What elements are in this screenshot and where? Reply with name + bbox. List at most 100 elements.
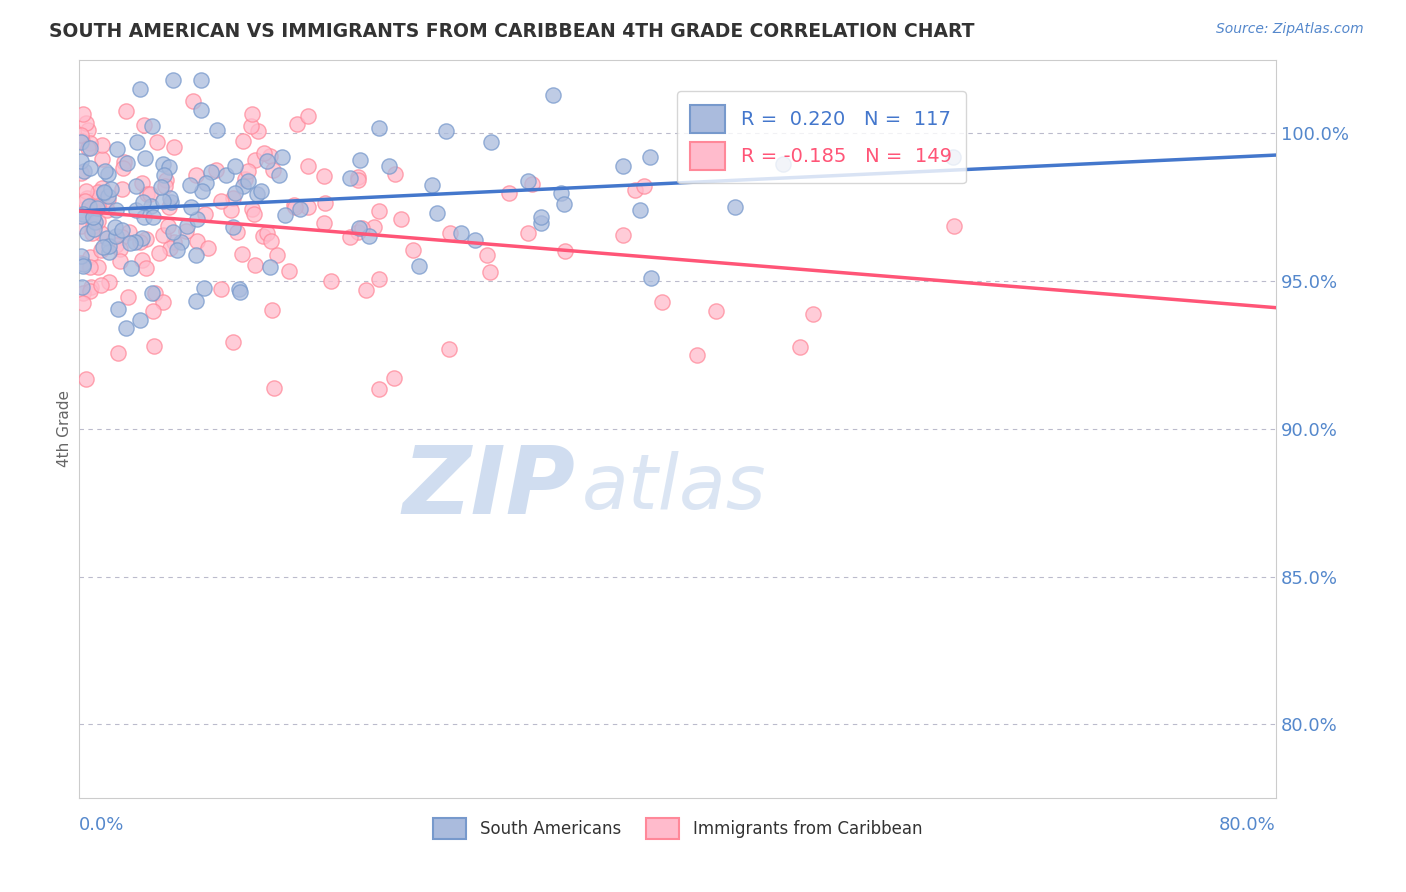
Point — [84, 193, 107, 207]
Point — [145, 135, 167, 149]
Point — [79, 251, 101, 265]
Point — [104, 220, 127, 235]
Point — [86, 191, 108, 205]
Point — [346, 170, 368, 185]
Point — [426, 206, 449, 220]
Point — [359, 229, 381, 244]
Point — [231, 134, 253, 148]
Point — [141, 285, 163, 300]
Point — [724, 200, 747, 214]
Point — [115, 155, 138, 169]
Point — [125, 202, 148, 217]
Point — [290, 202, 312, 217]
Point — [232, 178, 254, 193]
Point — [339, 171, 361, 186]
Point — [79, 141, 101, 155]
Text: ZIP: ZIP — [404, 442, 576, 534]
Point — [163, 140, 186, 154]
Point — [125, 179, 148, 194]
Point — [250, 184, 273, 198]
Point — [186, 211, 208, 226]
Point — [112, 161, 135, 175]
Point — [90, 278, 112, 293]
Point — [262, 303, 284, 318]
Point — [319, 274, 342, 288]
Point — [159, 241, 181, 255]
Point — [368, 271, 391, 285]
Point — [141, 119, 163, 133]
Point — [143, 286, 166, 301]
Text: 80.0%: 80.0% — [1219, 816, 1277, 834]
Point — [131, 177, 153, 191]
Point — [98, 244, 121, 259]
Point — [142, 210, 165, 224]
Point — [152, 228, 174, 243]
Point — [389, 212, 412, 227]
Point — [139, 199, 162, 213]
Point — [131, 252, 153, 267]
Point — [97, 239, 120, 253]
Point — [152, 295, 174, 310]
Point — [86, 201, 108, 215]
Point — [439, 226, 461, 240]
Point — [128, 312, 150, 326]
Point — [252, 229, 274, 244]
Point — [368, 120, 391, 135]
Point — [83, 221, 105, 235]
Point — [367, 382, 389, 396]
Point — [363, 219, 385, 234]
Point — [271, 150, 294, 164]
Point — [79, 203, 101, 218]
Point — [246, 124, 269, 138]
Point — [153, 179, 176, 194]
Point — [623, 184, 645, 198]
Point — [193, 281, 215, 295]
Point — [194, 207, 217, 221]
Point — [186, 234, 208, 248]
Point — [277, 264, 299, 278]
Point — [284, 200, 307, 214]
Point — [354, 283, 377, 297]
Point — [135, 187, 157, 202]
Point — [91, 240, 114, 254]
Point — [82, 201, 104, 215]
Point — [256, 154, 278, 169]
Point — [162, 226, 184, 240]
Point — [96, 168, 118, 182]
Point — [82, 210, 104, 224]
Point — [314, 195, 336, 210]
Point — [166, 243, 188, 257]
Point — [943, 219, 966, 234]
Point — [108, 254, 131, 268]
Point — [80, 226, 103, 240]
Point — [131, 194, 153, 209]
Point — [246, 187, 269, 202]
Point — [260, 234, 283, 248]
Y-axis label: 4th Grade: 4th Grade — [58, 391, 72, 467]
Point — [69, 209, 91, 223]
Point — [148, 246, 170, 260]
Point — [105, 238, 128, 252]
Point — [100, 182, 122, 196]
Point — [129, 235, 152, 249]
Point — [131, 230, 153, 244]
Point — [186, 168, 208, 182]
Legend: South Americans, Immigrants from Caribbean: South Americans, Immigrants from Caribbe… — [426, 812, 929, 846]
Point — [163, 235, 186, 249]
Point — [191, 184, 214, 198]
Point — [69, 153, 91, 168]
Point — [253, 145, 276, 160]
Point — [314, 169, 336, 183]
Point — [224, 159, 246, 173]
Point — [554, 244, 576, 258]
Point — [475, 248, 498, 262]
Point — [69, 202, 91, 217]
Point — [79, 284, 101, 298]
Point — [266, 248, 288, 262]
Text: Source: ZipAtlas.com: Source: ZipAtlas.com — [1216, 22, 1364, 37]
Point — [82, 219, 104, 233]
Point — [180, 200, 202, 214]
Point — [79, 161, 101, 176]
Point — [384, 167, 406, 181]
Point — [84, 215, 107, 229]
